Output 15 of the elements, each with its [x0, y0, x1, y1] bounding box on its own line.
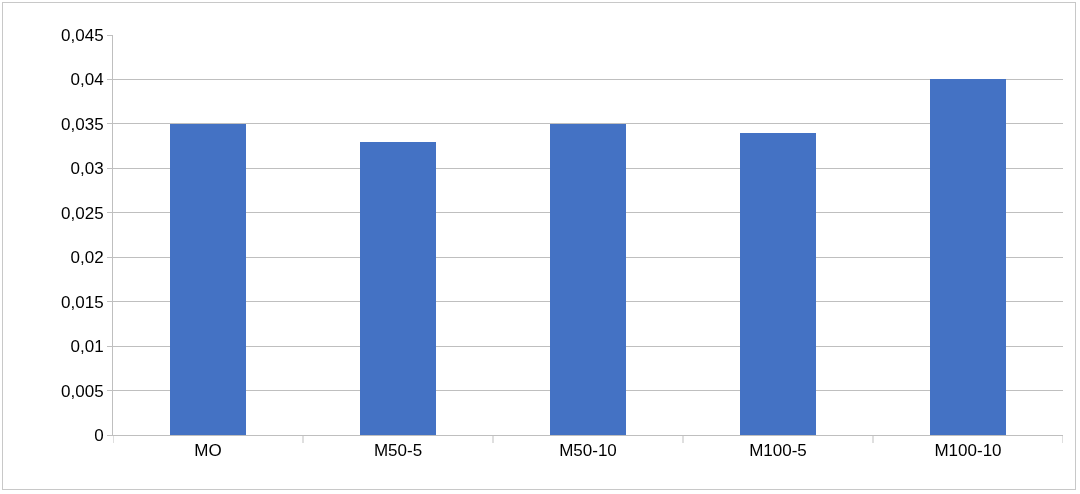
- y-tick-label: 0: [94, 425, 104, 445]
- x-tick-label: M50-10: [559, 441, 617, 461]
- x-tick-label: M50-5: [373, 441, 423, 461]
- y-tick-label: 0,035: [61, 114, 104, 134]
- x-tick-label: MO: [194, 441, 222, 461]
- y-tick-label: 0,03: [70, 159, 104, 179]
- y-tick-label: 0,04: [70, 70, 104, 90]
- y-tick-label: 0,02: [70, 248, 104, 268]
- y-tick-label: 0,005: [61, 381, 104, 401]
- x-tick-label: M100-10: [934, 441, 1002, 461]
- y-tick-label: 0,015: [61, 292, 104, 312]
- x-tick-label: M100-5: [749, 441, 807, 461]
- y-tick-label: 0,045: [61, 25, 104, 45]
- y-tick-label: 0,01: [70, 337, 104, 357]
- y-tick-label: 0,025: [61, 203, 104, 223]
